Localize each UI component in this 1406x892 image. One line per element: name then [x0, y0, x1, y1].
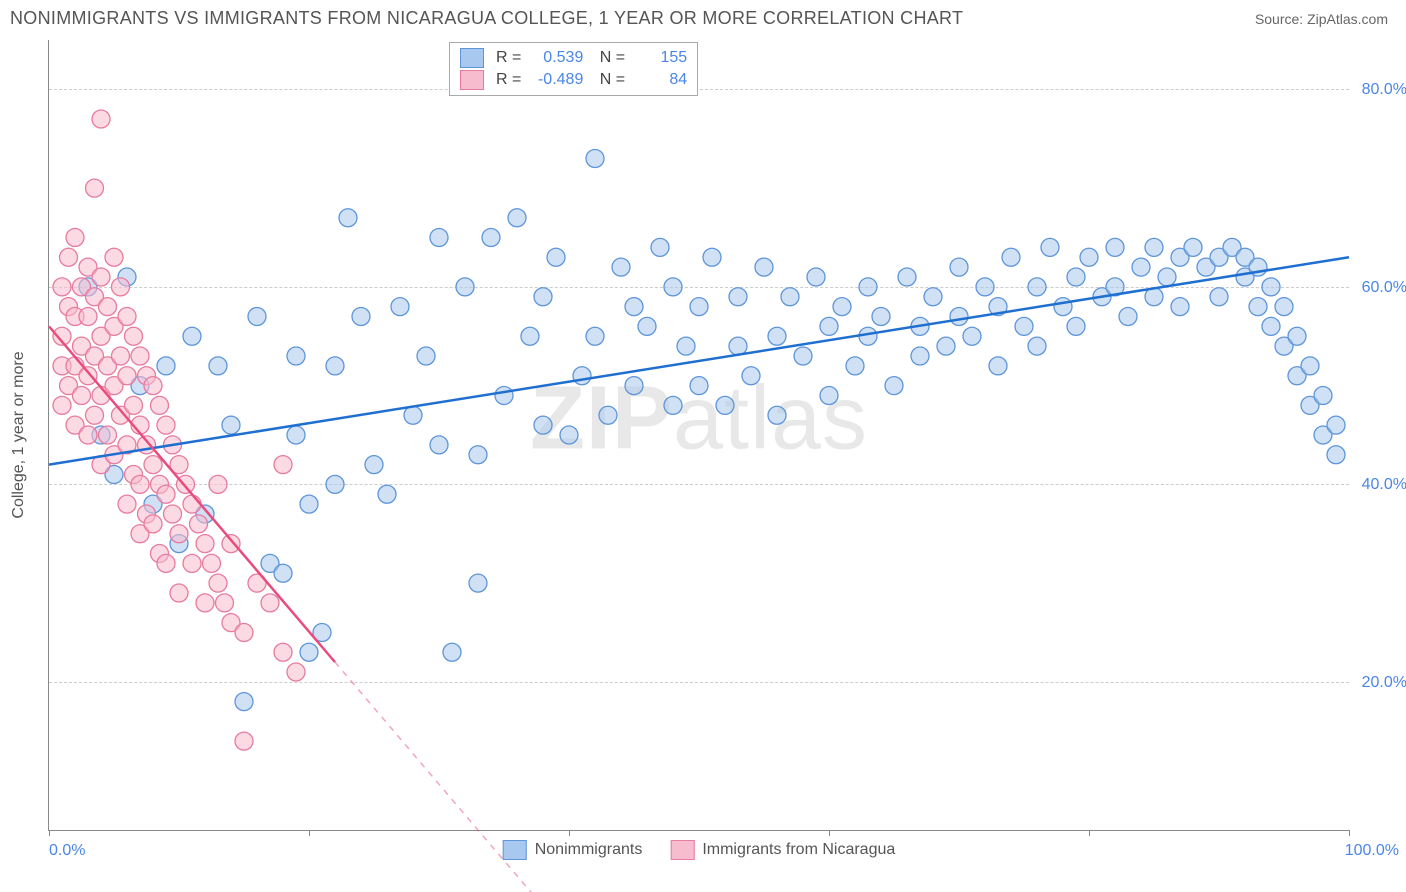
legend-item-0: Nonimmigrants [503, 840, 643, 860]
legend-label-1: Immigrants from Nicaragua [702, 841, 895, 859]
swatch-series-0 [460, 48, 484, 68]
x-axis-max-label: 100.0% [1345, 842, 1399, 860]
y-axis-label: 60.0% [1362, 279, 1406, 297]
y-axis-title: College, 1 year or more [10, 351, 28, 518]
correlation-legend: R = 0.539 N = 155 R = -0.489 N = 84 [449, 42, 698, 96]
swatch-series-1 [460, 70, 484, 90]
series-legend: Nonimmigrants Immigrants from Nicaragua [503, 840, 896, 860]
chart-title: NONIMMIGRANTS VS IMMIGRANTS FROM NICARAG… [10, 8, 963, 29]
y-axis-label: 80.0% [1362, 81, 1406, 99]
n-value-0: 155 [633, 47, 687, 69]
legend-row-series-1: R = -0.489 N = 84 [460, 69, 687, 91]
r-value-0: 0.539 [529, 47, 583, 69]
y-axis-label: 40.0% [1362, 476, 1406, 494]
n-value-1: 84 [633, 69, 687, 91]
legend-label-0: Nonimmigrants [535, 841, 643, 859]
legend-row-series-0: R = 0.539 N = 155 [460, 47, 687, 69]
scatter-plot [49, 40, 1349, 830]
swatch-series-0-icon [503, 840, 527, 860]
swatch-series-1-icon [670, 840, 694, 860]
source-label: Source: ZipAtlas.com [1255, 11, 1388, 27]
chart-plot-area: College, 1 year or more 20.0%40.0%60.0%8… [48, 40, 1349, 831]
legend-item-1: Immigrants from Nicaragua [670, 840, 895, 860]
x-axis-min-label: 0.0% [49, 842, 85, 860]
r-value-1: -0.489 [529, 69, 583, 91]
y-axis-label: 20.0% [1362, 674, 1406, 692]
